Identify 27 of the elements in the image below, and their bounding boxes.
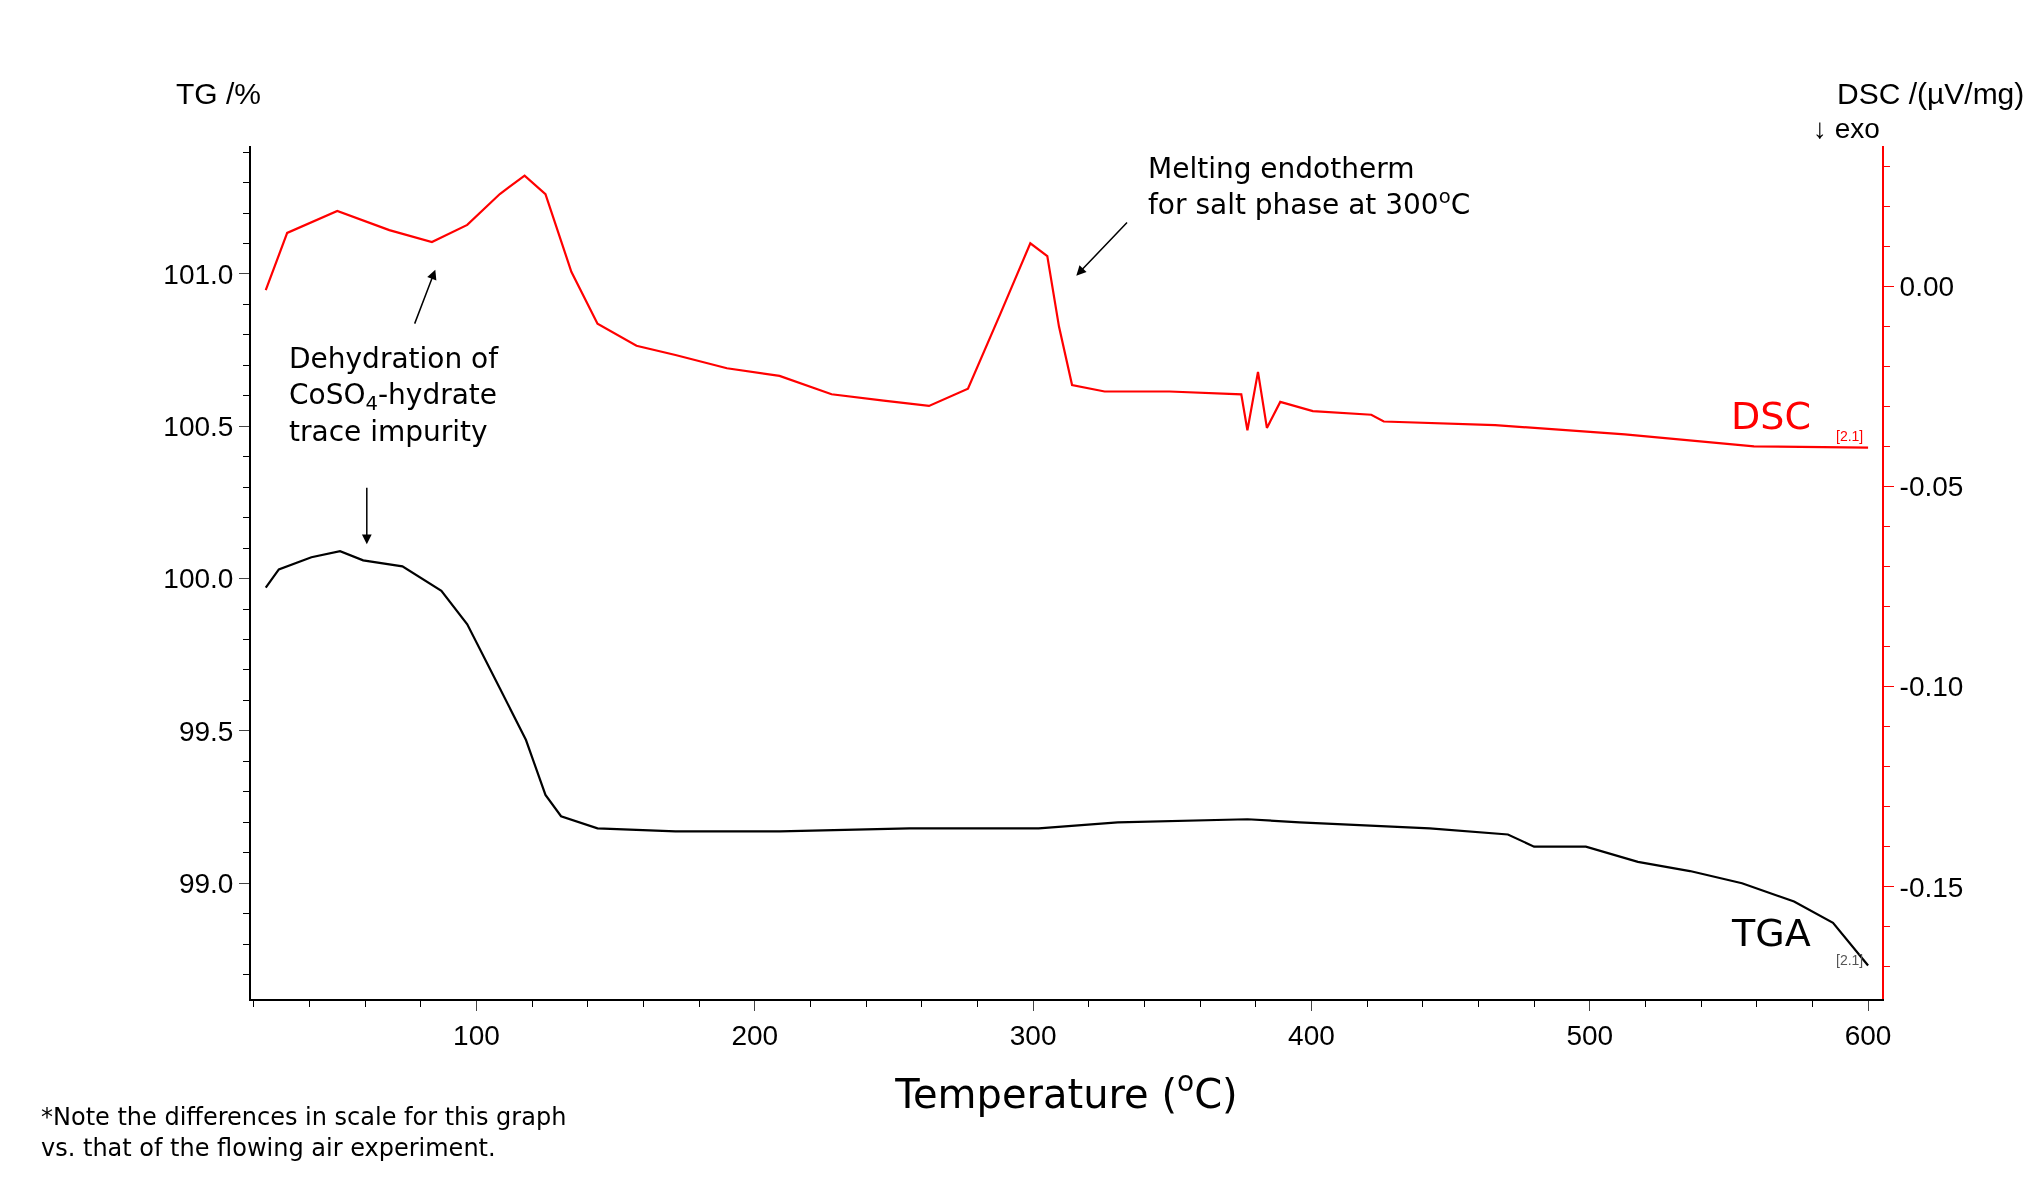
y-tick-label: 100.5 xyxy=(163,411,234,443)
annotation: [2.1] xyxy=(1836,952,1864,968)
x-tick-label: 100 xyxy=(453,1019,500,1051)
y-tick-label: 100.0 xyxy=(163,563,234,595)
y2-tick-label: 0.00 xyxy=(1899,270,1955,302)
text: *Note the differences in scale for this graph vs. that of the flowing air experiment. xyxy=(41,1103,567,1163)
x-tick-label: 500 xyxy=(1566,1019,1614,1051)
x-axis-title: Temperature ($^{o}$C) xyxy=(894,1064,1238,1117)
y2-axis-title: DSC /(µV/mg) xyxy=(1837,77,2025,110)
series-label: TGA xyxy=(1731,911,1811,955)
line-series xyxy=(264,550,1870,967)
text: ↓ exo xyxy=(1813,113,1880,144)
y-tick-label: 99.0 xyxy=(178,868,234,900)
series-label: DSC xyxy=(1731,394,1811,438)
y2-tick-label: -0.10 xyxy=(1899,671,1964,703)
x-tick-label: 300 xyxy=(1009,1019,1057,1051)
y-axis-title: TG /% xyxy=(176,77,262,110)
annotation: [2.1] xyxy=(1836,428,1864,444)
y-tick-label: 99.5 xyxy=(178,715,234,747)
y2-tick-label: -0.05 xyxy=(1899,471,1964,503)
x-tick-label: 200 xyxy=(731,1019,779,1051)
annotation: Melting endotherm for salt phase at 300$^{o}$C xyxy=(1148,152,1471,222)
annotation: Dehydration of CoSO$_{4}$-hydrate trace impurity xyxy=(289,342,500,448)
x-tick-label: 400 xyxy=(1288,1019,1335,1051)
x-tick-label: 600 xyxy=(1844,1019,1892,1051)
y-tick-label: 101.0 xyxy=(163,258,234,290)
y2-tick-label: -0.15 xyxy=(1899,871,1964,903)
